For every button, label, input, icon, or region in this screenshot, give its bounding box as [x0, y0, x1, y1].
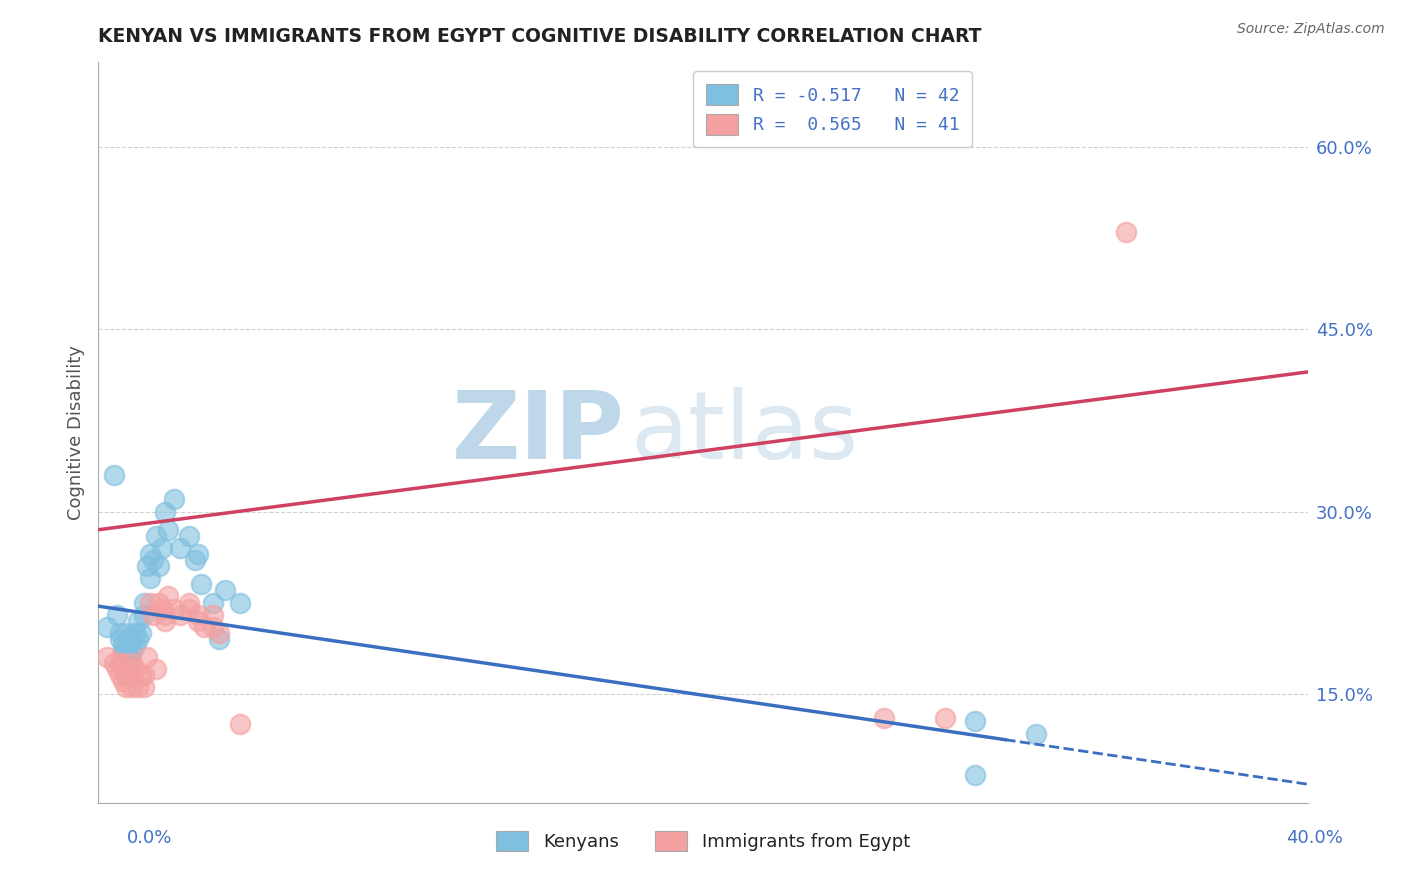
Point	[127, 614, 149, 628]
Point	[108, 632, 131, 646]
Point	[229, 717, 252, 731]
Text: 0.0%: 0.0%	[127, 829, 172, 847]
Point	[96, 620, 118, 634]
Point	[121, 644, 143, 658]
Point	[187, 607, 209, 622]
Point	[184, 553, 207, 567]
Point	[124, 662, 146, 676]
Point	[965, 768, 987, 782]
Point	[103, 468, 125, 483]
Point	[132, 595, 155, 609]
Point	[114, 681, 136, 695]
Point	[129, 668, 152, 682]
Point	[179, 601, 201, 615]
Point	[190, 577, 212, 591]
Point	[1024, 726, 1046, 740]
Point	[121, 681, 143, 695]
Point	[145, 529, 167, 543]
Point	[135, 650, 157, 665]
Point	[873, 711, 896, 725]
Point	[145, 662, 167, 676]
Point	[139, 547, 162, 561]
Point	[150, 541, 173, 555]
Point	[156, 523, 179, 537]
Point	[214, 583, 236, 598]
Point	[169, 607, 191, 622]
Point	[111, 644, 134, 658]
Point	[132, 681, 155, 695]
Point	[153, 504, 176, 518]
Text: atlas: atlas	[630, 386, 859, 479]
Point	[108, 668, 131, 682]
Point	[153, 607, 176, 622]
Text: 40.0%: 40.0%	[1286, 829, 1343, 847]
Point	[114, 668, 136, 682]
Point	[108, 657, 131, 671]
Point	[163, 601, 186, 615]
Point	[118, 632, 141, 646]
Point	[118, 650, 141, 665]
Point	[202, 595, 225, 609]
Point	[129, 626, 152, 640]
Point	[135, 559, 157, 574]
Point	[187, 547, 209, 561]
Text: KENYAN VS IMMIGRANTS FROM EGYPT COGNITIVE DISABILITY CORRELATION CHART: KENYAN VS IMMIGRANTS FROM EGYPT COGNITIV…	[98, 27, 981, 45]
Point	[96, 650, 118, 665]
Point	[142, 553, 165, 567]
Point	[148, 595, 170, 609]
Point	[121, 657, 143, 671]
Point	[179, 529, 201, 543]
Point	[114, 626, 136, 640]
Point	[111, 674, 134, 689]
Point	[156, 590, 179, 604]
Point	[132, 607, 155, 622]
Point	[148, 559, 170, 574]
Point	[187, 614, 209, 628]
Point	[965, 714, 987, 729]
Point	[111, 657, 134, 671]
Point	[118, 668, 141, 682]
Point	[208, 626, 231, 640]
Point	[202, 620, 225, 634]
Point	[934, 711, 956, 725]
Point	[169, 541, 191, 555]
Point	[132, 668, 155, 682]
Text: ZIP: ZIP	[451, 386, 624, 479]
Legend: Kenyans, Immigrants from Egypt: Kenyans, Immigrants from Egypt	[486, 822, 920, 861]
Point	[193, 620, 215, 634]
Point	[127, 632, 149, 646]
Point	[127, 681, 149, 695]
Point	[124, 638, 146, 652]
Point	[202, 607, 225, 622]
Point	[1115, 225, 1137, 239]
Point	[208, 632, 231, 646]
Y-axis label: Cognitive Disability: Cognitive Disability	[66, 345, 84, 520]
Point	[153, 614, 176, 628]
Point	[108, 626, 131, 640]
Point	[150, 601, 173, 615]
Point	[163, 492, 186, 507]
Point	[139, 571, 162, 585]
Point	[111, 638, 134, 652]
Text: Source: ZipAtlas.com: Source: ZipAtlas.com	[1237, 22, 1385, 37]
Point	[142, 607, 165, 622]
Point	[114, 644, 136, 658]
Point	[179, 595, 201, 609]
Point	[105, 662, 128, 676]
Point	[118, 662, 141, 676]
Point	[229, 595, 252, 609]
Point	[103, 657, 125, 671]
Point	[105, 607, 128, 622]
Point	[124, 626, 146, 640]
Point	[121, 632, 143, 646]
Point	[139, 595, 162, 609]
